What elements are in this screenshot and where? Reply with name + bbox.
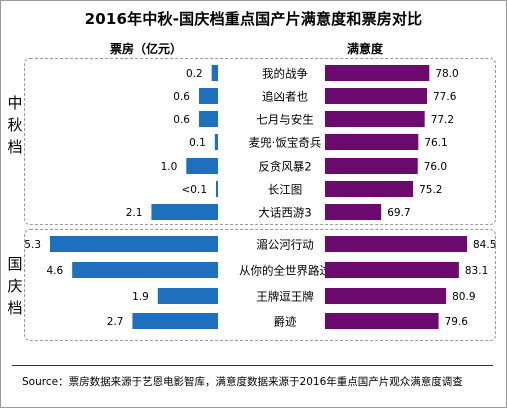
box-office-bar — [50, 236, 218, 252]
mid-autumn-group-box — [24, 58, 496, 225]
box-office-bar — [198, 88, 218, 104]
category-label: 湄公河行动 — [256, 238, 314, 252]
box-office-value-label: 0.1 — [189, 137, 206, 149]
box-office-value-label: 0.6 — [173, 114, 190, 126]
box-office-bar — [211, 65, 218, 81]
box-office-value-label: 2.7 — [107, 316, 124, 328]
satisfaction-header: 满意度 — [347, 42, 384, 56]
satisfaction-bar — [325, 204, 382, 220]
box-office-header: 票房（亿元） — [110, 42, 183, 56]
box-office-value-label: 2.1 — [126, 207, 143, 219]
category-label: 反贪风暴2 — [258, 160, 311, 174]
box-office-bar — [157, 288, 218, 304]
source-divider — [12, 365, 493, 366]
box-office-value-label: 4.6 — [46, 265, 63, 277]
category-label: 爵迹 — [274, 315, 297, 329]
category-label: 我的战争 — [262, 67, 308, 81]
satisfaction-value-label: 75.2 — [419, 184, 442, 196]
category-label: 七月与安生 — [256, 113, 314, 127]
satisfaction-bar — [325, 288, 447, 304]
mid-autumn-group-label: 中 秋 档 — [7, 94, 23, 156]
satisfaction-value-label: 83.1 — [465, 265, 488, 277]
satisfaction-bar — [325, 236, 467, 252]
box-office-bar — [151, 204, 218, 220]
satisfaction-value-label: 80.9 — [452, 291, 475, 303]
satisfaction-value-label: 84.5 — [473, 239, 496, 251]
satisfaction-bar — [325, 262, 459, 278]
box-office-value-label: 1.9 — [132, 291, 149, 303]
satisfaction-bar — [325, 111, 425, 127]
national-day-group-label: 国 庆 档 — [7, 255, 23, 317]
box-office-value-label: 0.2 — [186, 68, 203, 80]
satisfaction-value-label: 76.1 — [424, 137, 447, 149]
category-label: 追凶者也 — [262, 90, 308, 104]
box-office-bar — [186, 158, 218, 174]
box-office-value-label: <0.1 — [182, 184, 208, 196]
box-office-bar — [216, 181, 218, 197]
category-label: 大话西游3 — [258, 206, 311, 220]
box-office-value-label: 0.6 — [173, 91, 190, 103]
satisfaction-bar — [325, 65, 430, 81]
box-office-bar — [132, 313, 218, 329]
satisfaction-bar — [325, 181, 414, 197]
chart-title: 2016年中秋-国庆档重点国产片满意度和票房对比 — [84, 10, 423, 28]
box-office-value-label: 1.0 — [161, 161, 178, 173]
satisfaction-value-label: 78.0 — [435, 68, 458, 80]
box-office-bar — [72, 262, 218, 278]
category-label: 麦兜·饭宝奇兵 — [249, 136, 322, 150]
box-office-bar — [214, 134, 218, 150]
satisfaction-bar — [325, 88, 428, 104]
source-note: Source：票房数据来源于艺恩电影智库，满意度数据来源于2016年重点国产片观… — [22, 376, 463, 388]
box-office-bar — [198, 111, 218, 127]
satisfaction-value-label: 79.6 — [445, 316, 469, 328]
satisfaction-bar — [325, 134, 419, 150]
satisfaction-bar — [325, 158, 418, 174]
satisfaction-bar — [325, 313, 439, 329]
satisfaction-value-label: 77.6 — [433, 91, 457, 103]
satisfaction-value-label: 77.2 — [431, 114, 454, 126]
category-label: 长江图 — [268, 183, 303, 197]
box-office-value-label: 5.3 — [24, 239, 41, 251]
satisfaction-value-label: 76.0 — [424, 161, 447, 173]
satisfaction-value-label: 69.7 — [387, 207, 410, 219]
category-label: 从你的全世界路过 — [239, 264, 331, 278]
national-day-group-box — [24, 229, 496, 341]
category-label: 王牌逗王牌 — [256, 290, 314, 304]
